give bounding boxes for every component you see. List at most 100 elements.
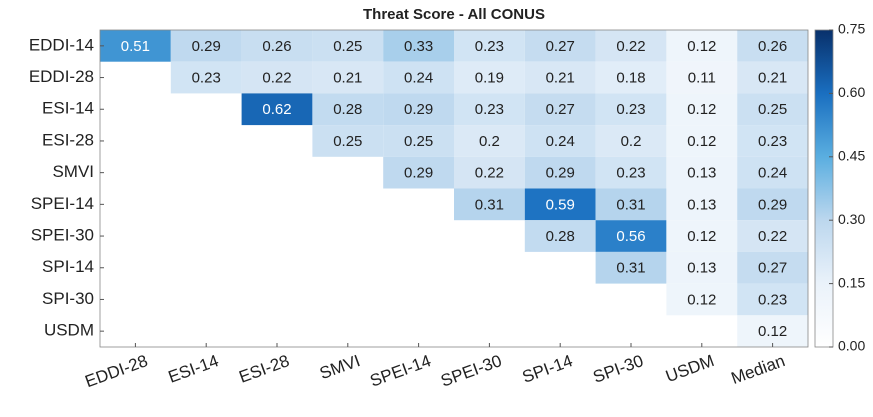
x-tick-label: EDDI-28 bbox=[83, 351, 151, 391]
cell-label: 0.23 bbox=[475, 101, 504, 118]
colorbar bbox=[814, 29, 834, 348]
heatmap-cell bbox=[383, 30, 454, 62]
cell-label: 0.21 bbox=[333, 70, 362, 87]
heatmap-cell bbox=[524, 156, 596, 189]
cell-label: 0.51 bbox=[121, 38, 150, 55]
heatmap-cell bbox=[524, 93, 596, 126]
cell-label: 0.22 bbox=[475, 165, 504, 182]
heatmap-cell bbox=[666, 283, 738, 316]
heatmap-cell bbox=[241, 30, 313, 62]
cell-label: 0.11 bbox=[688, 70, 716, 87]
heatmap-cell bbox=[454, 61, 525, 94]
cell-label: 0.22 bbox=[616, 38, 645, 55]
y-tick-label: ESI-14 bbox=[42, 99, 94, 118]
y-tick-label: SPEI-14 bbox=[31, 194, 94, 213]
cell-label: 0.25 bbox=[758, 101, 787, 118]
heatmap-cell bbox=[737, 61, 808, 94]
cell-label: 0.23 bbox=[192, 70, 221, 87]
y-tick-label: EDDI-28 bbox=[29, 67, 94, 86]
heatmap-cell bbox=[524, 125, 596, 157]
heatmap-cell bbox=[737, 30, 808, 62]
cell-label: 0.22 bbox=[262, 70, 291, 87]
heatmap-cell bbox=[383, 125, 454, 157]
cell-label: 0.26 bbox=[262, 38, 291, 55]
heatmap-cell bbox=[737, 283, 808, 316]
y-tick-label: EDDI-14 bbox=[29, 35, 94, 54]
heatmap-cell bbox=[454, 30, 525, 62]
heatmap-cell bbox=[666, 61, 738, 94]
y-tick-label: SMVI bbox=[52, 162, 94, 181]
heatmap-cell bbox=[383, 156, 454, 189]
colorbar-tick-label: 0.30 bbox=[838, 211, 865, 227]
heatmap-cell bbox=[666, 93, 738, 126]
plot-frame bbox=[99, 29, 809, 348]
x-tick-label: SPI-14 bbox=[520, 351, 575, 387]
heatmap-cell bbox=[595, 93, 667, 126]
colorbar-tick-label: 0.75 bbox=[838, 21, 865, 37]
cell-label: 0.24 bbox=[404, 70, 433, 87]
cell-label: 0.33 bbox=[404, 38, 433, 55]
colorbar-tick-label: 0.45 bbox=[838, 148, 865, 164]
cell-label: 0.27 bbox=[546, 38, 575, 55]
cell-label: 0.28 bbox=[546, 228, 575, 245]
colorbar-tick-label: 0.00 bbox=[838, 338, 865, 354]
cell-label: 0.26 bbox=[758, 38, 787, 55]
cell-label: 0.31 bbox=[616, 196, 645, 213]
cell-label: 0.23 bbox=[758, 133, 787, 150]
heatmap-cell bbox=[383, 61, 454, 94]
heatmap-cell bbox=[595, 156, 667, 189]
heatmap-cell bbox=[312, 30, 384, 62]
x-tick-label: Median bbox=[729, 351, 788, 388]
heatmap-cell bbox=[312, 61, 384, 94]
cell-label: 0.21 bbox=[546, 70, 575, 87]
heatmap-cell bbox=[312, 93, 384, 126]
heatmap-cell bbox=[737, 125, 808, 157]
chart-title: Threat Score - All CONUS bbox=[363, 6, 545, 23]
cell-label: 0.22 bbox=[758, 228, 787, 245]
cell-label: 0.12 bbox=[687, 38, 716, 55]
heatmap-cell bbox=[454, 125, 525, 157]
heatmap-cell bbox=[241, 61, 313, 94]
x-tick-label: SPEI-14 bbox=[368, 351, 434, 391]
heatmap-cell bbox=[524, 188, 596, 221]
heatmap-cell bbox=[312, 125, 384, 157]
heatmap-cell bbox=[100, 30, 171, 62]
heatmap-cell bbox=[666, 251, 738, 284]
y-tick-label: SPEI-30 bbox=[31, 226, 94, 245]
cell-label: 0.18 bbox=[616, 70, 645, 87]
x-tick-label: ESI-28 bbox=[237, 351, 292, 387]
cell-label: 0.12 bbox=[687, 101, 716, 118]
heatmap-cell bbox=[454, 93, 525, 126]
heatmap-cell bbox=[454, 156, 525, 189]
cell-label: 0.27 bbox=[546, 101, 575, 118]
heatmap-cell bbox=[737, 315, 808, 347]
cell-label: 0.23 bbox=[616, 165, 645, 182]
y-tick-label: ESI-28 bbox=[42, 130, 94, 149]
cell-label: 0.12 bbox=[758, 323, 787, 340]
cell-label: 0.29 bbox=[758, 196, 787, 213]
heatmap-cell bbox=[737, 188, 808, 221]
heatmap-cell bbox=[524, 30, 596, 62]
heatmap-cell bbox=[454, 188, 525, 221]
heatmap-cell bbox=[666, 125, 738, 157]
x-tick-label: ESI-14 bbox=[166, 351, 221, 387]
y-tick-label: USDM bbox=[44, 321, 94, 340]
cell-label: 0.25 bbox=[333, 38, 362, 55]
heatmap-cell bbox=[737, 251, 808, 284]
cell-label: 0.29 bbox=[404, 101, 433, 118]
heatmap-cell bbox=[241, 93, 313, 126]
heatmap-cell bbox=[737, 220, 808, 252]
cell-label: 0.12 bbox=[687, 291, 716, 308]
heatmap-cell bbox=[666, 30, 738, 62]
heatmap-cell bbox=[666, 188, 738, 221]
heatmap-cell bbox=[595, 125, 667, 157]
cell-label: 0.25 bbox=[404, 133, 433, 150]
cell-label: 0.12 bbox=[687, 133, 716, 150]
y-tick-label: SPI-30 bbox=[42, 289, 94, 308]
cell-label: 0.62 bbox=[262, 101, 291, 118]
cell-label: 0.13 bbox=[687, 165, 716, 182]
colorbar-tick-label: 0.60 bbox=[838, 84, 865, 100]
heatmap-cell bbox=[524, 61, 596, 94]
heatmap-cell bbox=[737, 156, 808, 189]
